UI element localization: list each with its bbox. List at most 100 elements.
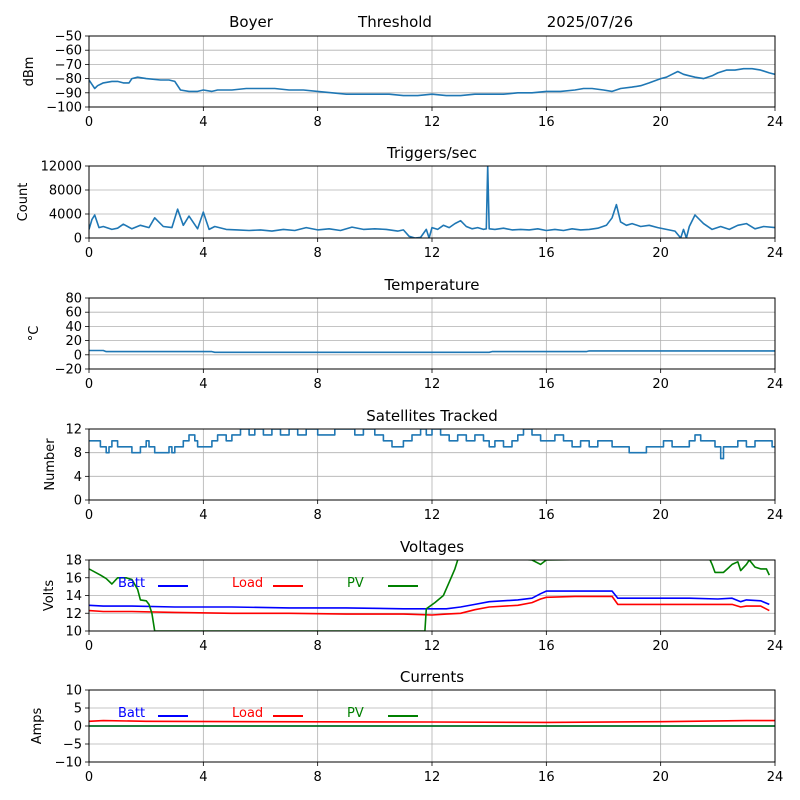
axes-frame [88,428,776,501]
x-tick-label: 24 [767,508,784,523]
y-axis-label: Volts [42,580,57,612]
y-tick-label: 18 [65,554,82,569]
x-tick-label: 0 [85,377,93,392]
x-tick-label: 4 [199,377,207,392]
x-tick-label: 4 [199,115,207,130]
chart-title: Currents [400,668,464,686]
x-tick-label: 20 [652,770,669,785]
y-tick-label: 4 [74,470,82,485]
x-tick-label: 4 [199,508,207,523]
y-tick-label: 80 [65,292,82,307]
y-tick-label: 14 [65,589,82,604]
legend-label-batt: Batt [118,706,145,721]
series-line-triggers [89,166,775,238]
y-axis-label: °C [27,326,42,342]
x-tick-label: 24 [767,377,784,392]
y-tick-label: 0 [74,720,82,735]
y-tick-label: 60 [65,306,82,321]
axes-frame [88,35,776,108]
x-tick-label: 16 [538,377,555,392]
axes-frame [88,689,776,763]
y-tick-label: −20 [55,363,82,378]
x-tick-label: 12 [424,377,441,392]
x-tick-label: 12 [424,115,441,130]
y-tick-label: −70 [55,58,82,73]
axes-frame [88,165,776,239]
legend-label-pv: PV [347,576,364,591]
chart-satellites: 0 4 8 12 16 20 24 0 4 8 12 Satellites Tracked Number [43,407,783,523]
chart-title: Voltages [400,538,464,556]
series-line-satellites [89,429,775,460]
y-tick-label: 40 [65,320,82,335]
x-tick-label: 4 [199,246,207,261]
y-axis-label: dBm [22,57,37,87]
x-tick-label: 0 [85,639,93,654]
x-tick-label: 8 [314,770,322,785]
series-line-load [89,595,770,616]
x-tick-label: 16 [538,246,555,261]
series-line-pv [89,560,771,631]
x-tick-label: 8 [314,639,322,654]
y-tick-label: −90 [55,86,82,101]
y-tick-label: 4000 [49,208,82,223]
y-axis-label: Amps [30,707,45,744]
axes-frame [88,559,776,632]
y-tick-label: 5 [74,702,82,717]
x-tick-label: 0 [85,246,93,261]
y-tick-label: 0 [74,494,82,509]
header-date: 2025/07/26 [547,13,633,31]
x-tick-label: 12 [424,639,441,654]
y-tick-label: 20 [65,334,82,349]
y-tick-label: 0 [74,348,82,363]
x-tick-label: 20 [652,508,669,523]
x-tick-label: 8 [314,508,322,523]
x-tick-label: 8 [314,246,322,261]
series-line-batt [89,590,770,610]
x-tick-label: 16 [538,115,555,130]
y-tick-label: 10 [65,684,82,699]
axes-frame [88,297,776,370]
x-tick-label: 24 [767,639,784,654]
y-tick-label: −60 [55,44,82,59]
y-tick-label: −50 [55,30,82,45]
x-tick-label: 0 [85,115,93,130]
series-line-temperature [89,349,775,354]
x-tick-label: 20 [652,246,669,261]
x-tick-label: 0 [85,770,93,785]
chart-title: Triggers/sec [386,144,477,162]
y-axis-label: Number [43,438,58,491]
chart-title: Satellites Tracked [366,407,497,425]
x-tick-label: 24 [767,770,784,785]
chart-title: Temperature [383,276,479,294]
x-tick-label: 4 [199,770,207,785]
x-tick-label: 16 [538,770,555,785]
x-tick-label: 20 [652,639,669,654]
x-tick-label: 16 [538,639,555,654]
x-tick-label: 12 [424,508,441,523]
y-tick-label: 12 [65,607,82,622]
y-tick-label: −80 [55,72,82,87]
y-tick-label: 10 [65,625,82,640]
legend-label-load: Load [232,706,263,721]
x-tick-label: 24 [767,246,784,261]
x-tick-label: 24 [767,115,784,130]
y-tick-label: 16 [65,571,82,586]
legend-label-pv: PV [347,706,364,721]
y-tick-label: 8000 [49,184,82,199]
x-tick-label: 8 [314,377,322,392]
y-tick-label: 8 [74,446,82,461]
x-tick-label: 4 [199,639,207,654]
y-tick-label: −5 [63,738,82,753]
y-tick-label: 0 [74,232,82,247]
chart-currents: 0 4 8 12 16 20 24 −10 −5 0 5 10 Currents Amps Batt Load… [30,668,783,785]
legend-label-batt: Batt [118,576,145,591]
x-tick-label: 0 [85,508,93,523]
chart-triggers: 0 4 8 12 16 20 24 0 4000 8000 12000 Triggers/sec Cou… [16,144,783,261]
x-tick-label: 12 [424,246,441,261]
x-tick-label: 12 [424,770,441,785]
y-tick-label: 12000 [41,160,82,175]
y-tick-label: −10 [55,756,82,771]
